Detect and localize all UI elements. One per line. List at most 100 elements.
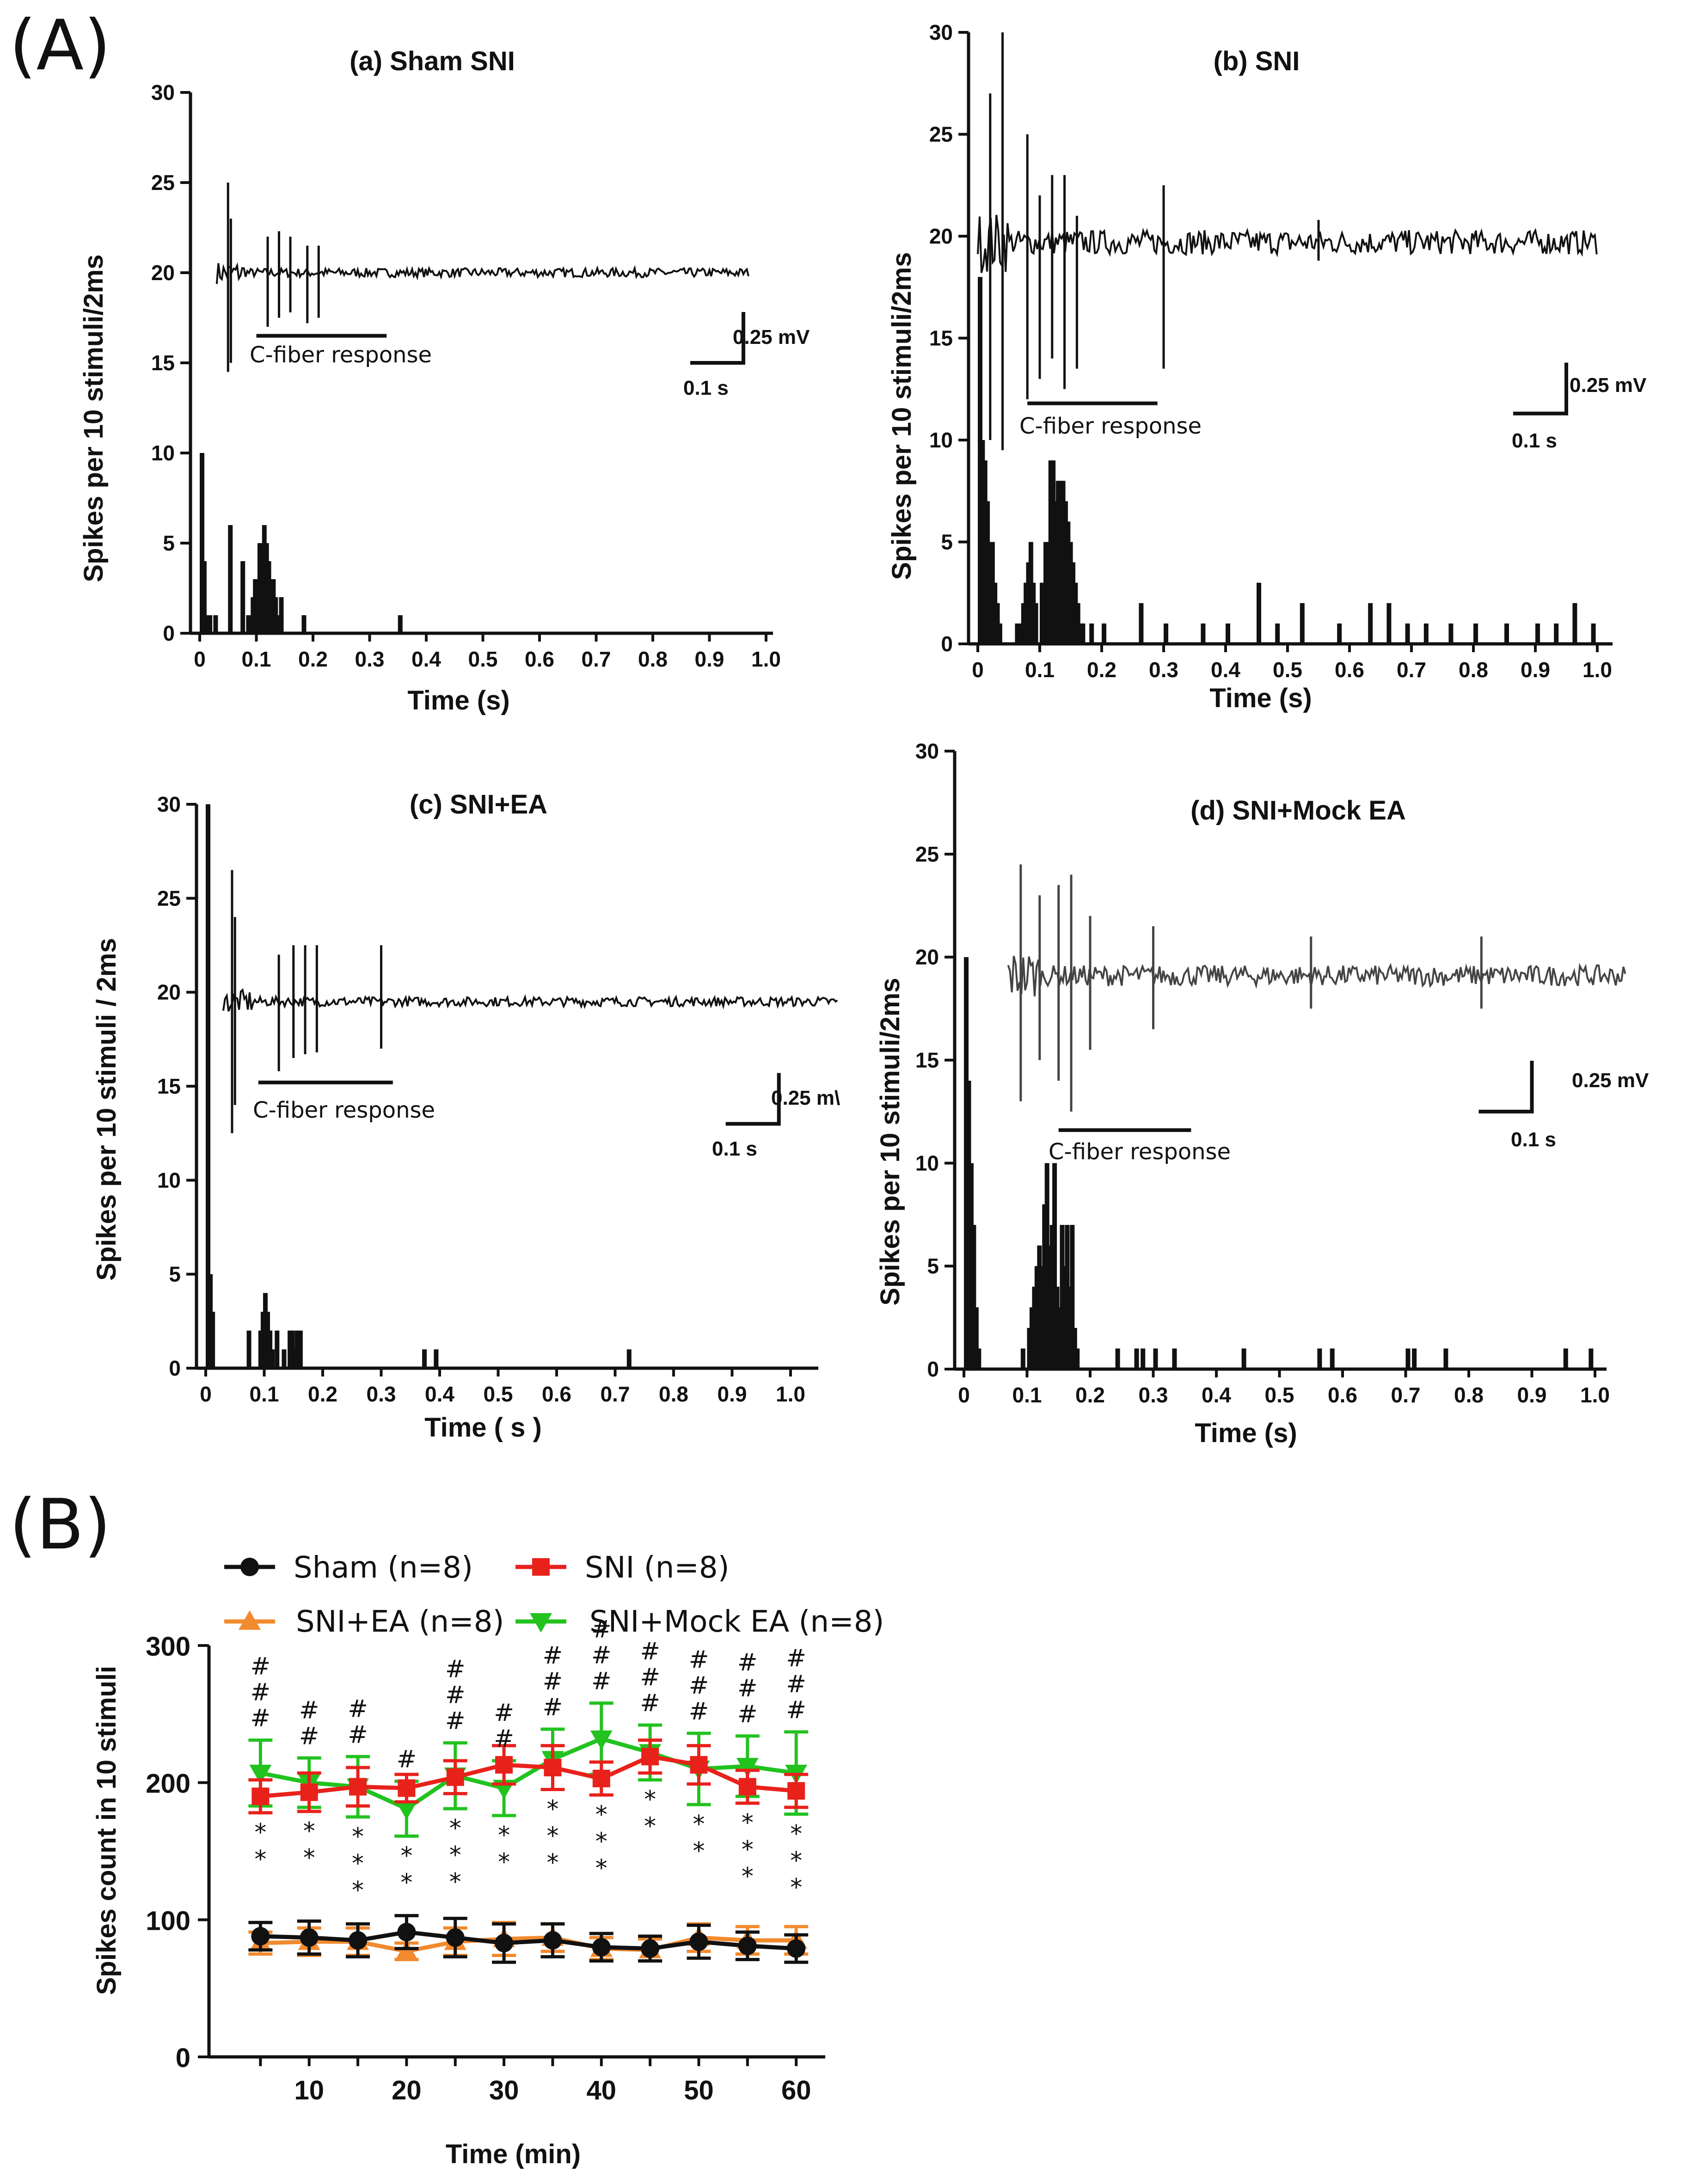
- y-tick-label: 0: [163, 621, 175, 645]
- legend-marker: [240, 1558, 259, 1576]
- histogram-bar: [1386, 603, 1392, 644]
- y-axis-label: Spikes per 10 stimuli / 2ms: [92, 938, 122, 1280]
- panel-label-A: (A): [9, 6, 111, 86]
- legend-marker: [239, 1610, 261, 1630]
- y-tick-label: 300: [146, 1632, 190, 1662]
- x-tick-label: 0.8: [659, 1382, 688, 1406]
- histogram-bar: [1033, 603, 1038, 644]
- histogram-bar: [1027, 1328, 1032, 1369]
- y-tick-label: 30: [151, 80, 175, 104]
- histogram-bar: [1172, 1348, 1177, 1369]
- histogram-bar: [1042, 1204, 1047, 1369]
- histogram-bar: [1473, 623, 1478, 644]
- significance-hash: #: [494, 1725, 514, 1753]
- significance-hash: #: [591, 1616, 612, 1644]
- data-point: [495, 1756, 513, 1774]
- histogram-bar: [1067, 1286, 1072, 1369]
- data-point: [446, 1928, 465, 1947]
- significance-star: *: [595, 1828, 607, 1855]
- significance-star: *: [644, 1813, 656, 1841]
- y-tick-label: 20: [915, 945, 939, 969]
- x-tick-label: 0.1: [1025, 658, 1055, 682]
- significance-hash: #: [640, 1689, 660, 1717]
- histogram-bar: [1241, 1348, 1246, 1369]
- significance-hash: #: [397, 1746, 417, 1774]
- scale-bar-s-label: 0.1 s: [683, 377, 729, 399]
- histogram-bar: [1048, 460, 1053, 644]
- data-point: [251, 1927, 270, 1945]
- histogram-bar: [1535, 623, 1540, 644]
- histogram-bar: [1060, 1225, 1065, 1369]
- y-tick-label: 5: [927, 1254, 939, 1278]
- histogram-bar: [1115, 1348, 1120, 1369]
- histogram-bar: [210, 1312, 215, 1368]
- data-point: [544, 1759, 562, 1777]
- histogram-bar: [240, 561, 245, 633]
- histogram-bar: [1275, 623, 1280, 644]
- histogram-bar: [1134, 1348, 1139, 1369]
- x-tick-label: 0.5: [1265, 1383, 1294, 1407]
- histogram-bar: [1072, 1328, 1077, 1369]
- histogram-bar: [1049, 1225, 1055, 1369]
- histogram-bar: [1063, 501, 1068, 644]
- histogram-bar: [260, 1312, 265, 1368]
- histogram-bar: [265, 1312, 270, 1368]
- x-axis-label: Time ( s ): [424, 1413, 542, 1443]
- scale-bar-s-label: 0.1 s: [1512, 429, 1557, 452]
- histogram-bar: [298, 1330, 303, 1368]
- x-tick-label: 0.5: [468, 647, 498, 671]
- histogram-bar: [1089, 623, 1094, 644]
- histogram-bar: [1412, 1348, 1417, 1369]
- chart-panel-d-sni-mock-ea: (d) SNI+Mock EA Time (s) Spikes per 10 s…: [875, 739, 1649, 1448]
- histogram-bar: [268, 1330, 273, 1368]
- y-axis-label: Spikes count in 10 stimuli: [92, 1666, 122, 1995]
- histogram-bar: [1034, 1266, 1039, 1369]
- legend: Sham (n=8) SNI (n=8) SNI+EA (n=8) SNI+Mo…: [294, 1551, 884, 1639]
- y-tick-label: 25: [915, 842, 939, 866]
- significance-hash: #: [786, 1670, 806, 1698]
- significance-hash: #: [591, 1642, 612, 1670]
- x-tick-label: 0.1: [242, 647, 271, 671]
- x-tick-label: 1.0: [1580, 1383, 1610, 1407]
- significance-hash: #: [543, 1694, 563, 1721]
- significance-hash: #: [737, 1701, 758, 1728]
- histogram-bar: [1075, 1348, 1080, 1369]
- y-tick-label: 15: [151, 351, 175, 375]
- significance-hash: #: [591, 1668, 612, 1695]
- scale-bar-s-label: 0.1 s: [1511, 1128, 1556, 1151]
- significance-hash: #: [445, 1707, 466, 1735]
- y-tick-label: 15: [929, 326, 953, 350]
- histogram-bar: [1051, 460, 1056, 644]
- recording-trace: [977, 214, 1598, 273]
- significance-star: *: [352, 1823, 364, 1851]
- histogram-bar: [1046, 542, 1051, 644]
- histogram-bar: [1070, 1225, 1075, 1369]
- scale-bar-mv-label: 0.25 mV: [733, 326, 810, 349]
- histogram-bar: [1075, 603, 1080, 644]
- histogram-bar: [204, 615, 209, 633]
- c-fiber-label: C-fiber response: [1049, 1139, 1231, 1165]
- histogram-bar: [969, 1163, 974, 1369]
- x-tick-label: 0.7: [1397, 658, 1426, 682]
- histogram-bar: [1055, 1286, 1060, 1369]
- data-point: [543, 1931, 562, 1950]
- significance-star: *: [352, 1877, 364, 1904]
- histogram-bar: [1201, 623, 1206, 644]
- data-point: [736, 1758, 759, 1778]
- histogram-bar: [974, 1307, 979, 1369]
- x-tick-label: 0.8: [638, 647, 668, 671]
- histogram-bar: [292, 1349, 297, 1368]
- significance-star: *: [303, 1844, 315, 1872]
- histogram-bar: [1052, 1163, 1057, 1369]
- significance-star: *: [790, 1820, 802, 1848]
- histogram-bar: [1055, 481, 1061, 644]
- histogram-bar: [1368, 603, 1373, 644]
- significance-star: *: [790, 1874, 802, 1902]
- histogram-bar: [1057, 1307, 1062, 1369]
- x-axis-label: Time (s): [1209, 683, 1312, 713]
- data-point: [738, 1936, 757, 1955]
- histogram-bar: [1554, 623, 1559, 644]
- data-point: [300, 1928, 319, 1947]
- x-tick-label: 0.8: [1459, 658, 1488, 682]
- histogram-bar: [1029, 1307, 1034, 1369]
